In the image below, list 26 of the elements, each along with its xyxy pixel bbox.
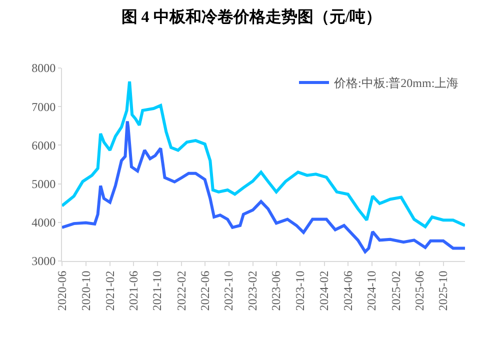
chart-title: 图 4 中板和冷卷价格走势图（元/吨）: [121, 8, 382, 26]
x-tick-label: 2022-02: [174, 270, 188, 311]
y-tick-label: 3000: [32, 254, 56, 268]
y-tick-label: 6000: [32, 138, 56, 152]
x-tick-label: 2020-10: [78, 270, 93, 311]
x-tick-label: 2025-02: [388, 270, 403, 311]
x-tick-label: 2024-02: [317, 270, 332, 311]
x-tick-label: 2023-02: [246, 270, 260, 311]
legend-label: 价格:中板:普20mm:上海: [333, 76, 459, 90]
x-tick-label: 2022-10: [222, 270, 236, 311]
y-tick-label: 8000: [32, 61, 56, 76]
y-tick-label: 5000: [32, 177, 56, 191]
x-tick-label: 2021-06: [126, 270, 140, 311]
x-tick-label: 2025-06: [412, 270, 426, 311]
x-tick-label: 2024-06: [340, 270, 355, 311]
y-tick-label: 4000: [32, 216, 56, 230]
x-tick-label: 2020-06: [54, 270, 69, 311]
y-tick-label: 7000: [32, 100, 56, 114]
x-tick-label: 2023-10: [293, 270, 308, 311]
x-tick-label: 2024-10: [364, 270, 379, 311]
line-series: [62, 120, 465, 254]
x-tick-label: 2021-02: [102, 270, 117, 311]
x-tick-label: 2023-06: [269, 270, 284, 311]
x-tick-label: 2021-10: [150, 270, 164, 311]
x-tick-label: 2025-10: [436, 270, 450, 311]
x-tick-label: 2022-06: [198, 270, 212, 311]
